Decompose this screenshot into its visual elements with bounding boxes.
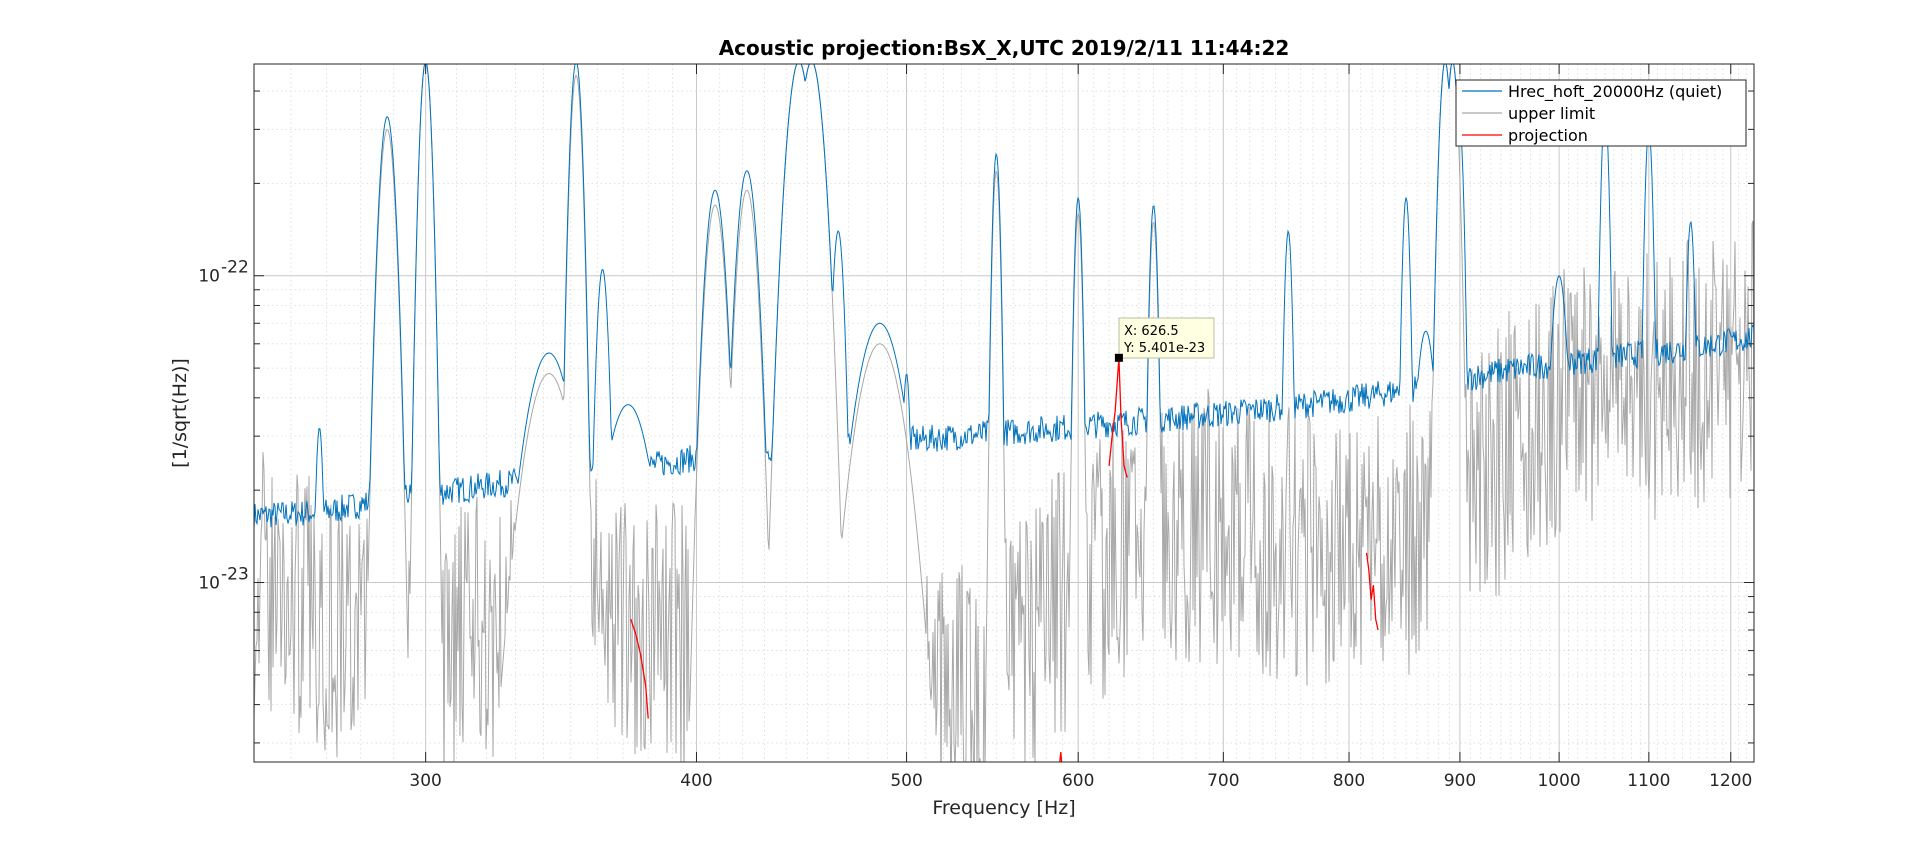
x-tick-label: 700 — [1207, 771, 1239, 791]
datatip-marker — [1114, 353, 1123, 362]
x-axis-title: Frequency [Hz] — [932, 797, 1075, 819]
y-tick-label: 10 — [198, 267, 220, 287]
series-line-projection — [1365, 552, 1379, 631]
series-line-upper-limit — [254, 64, 1754, 762]
y-tick-exponent: -22 — [221, 258, 249, 278]
plot-frame — [253, 63, 1755, 763]
series-line-projection — [1059, 752, 1063, 762]
legend-box — [1455, 79, 1747, 147]
x-tick-label: 1100 — [1627, 771, 1670, 791]
x-tick-label: 800 — [1333, 771, 1365, 791]
series-line-hrec — [254, 64, 1754, 530]
x-tick-label: 900 — [1444, 771, 1476, 791]
legend-label-projection: projection — [1508, 126, 1588, 145]
x-tick-label: 300 — [409, 771, 441, 791]
series-line-projection — [630, 618, 649, 719]
y-tick-exponent: -23 — [221, 565, 249, 585]
y-axis-title: [1/sqrt(Hz)] — [169, 358, 191, 468]
x-tick-label: 1000 — [1537, 771, 1580, 791]
x-tick-label: 1200 — [1709, 771, 1752, 791]
datatip-x-text: X: 626.5 — [1124, 324, 1179, 339]
legend-label-hrec: Hrec_hoft_20000Hz (quiet) — [1508, 82, 1722, 102]
x-tick-label: 400 — [680, 771, 712, 791]
datatip[interactable]: X: 626.5 Y: 5.401e-23 — [1114, 317, 1215, 362]
x-tick-label: 600 — [1062, 771, 1094, 791]
x-tick-label: 500 — [890, 771, 922, 791]
legend[interactable]: Hrec_hoft_20000Hz (quiet) upper limit pr… — [1455, 79, 1747, 147]
datatip-y-text: Y: 5.401e-23 — [1123, 341, 1205, 356]
legend-label-upper-limit: upper limit — [1508, 104, 1595, 123]
chart-title: Acoustic projection:BsX_X,UTC 2019/2/11 … — [719, 36, 1290, 60]
series-group — [254, 64, 1754, 762]
y-tick-label: 10 — [198, 574, 220, 594]
datatip-box — [1118, 317, 1215, 359]
